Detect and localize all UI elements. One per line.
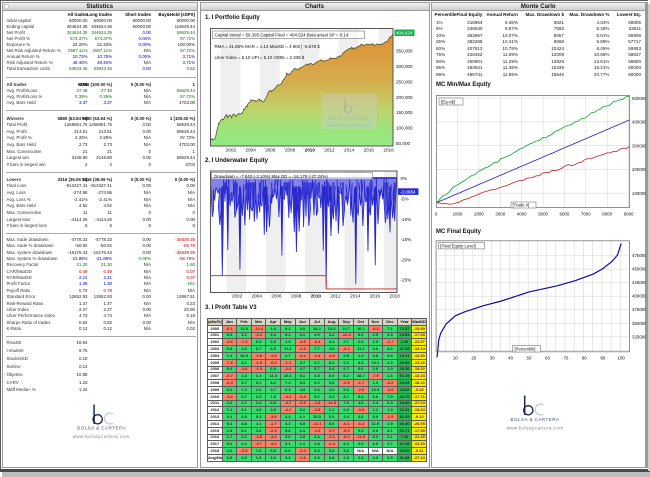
svg-text:BOLSA & CARTERA: BOLSA & CARTERA [511, 417, 560, 422]
svg-text:www.bolsaycartera.com: www.bolsaycartera.com [72, 433, 129, 438]
svg-text:BOLSA & CARTERA: BOLSA & CARTERA [77, 425, 126, 430]
svg-text:www.bolsaycartera.com: www.bolsaycartera.com [507, 425, 564, 430]
